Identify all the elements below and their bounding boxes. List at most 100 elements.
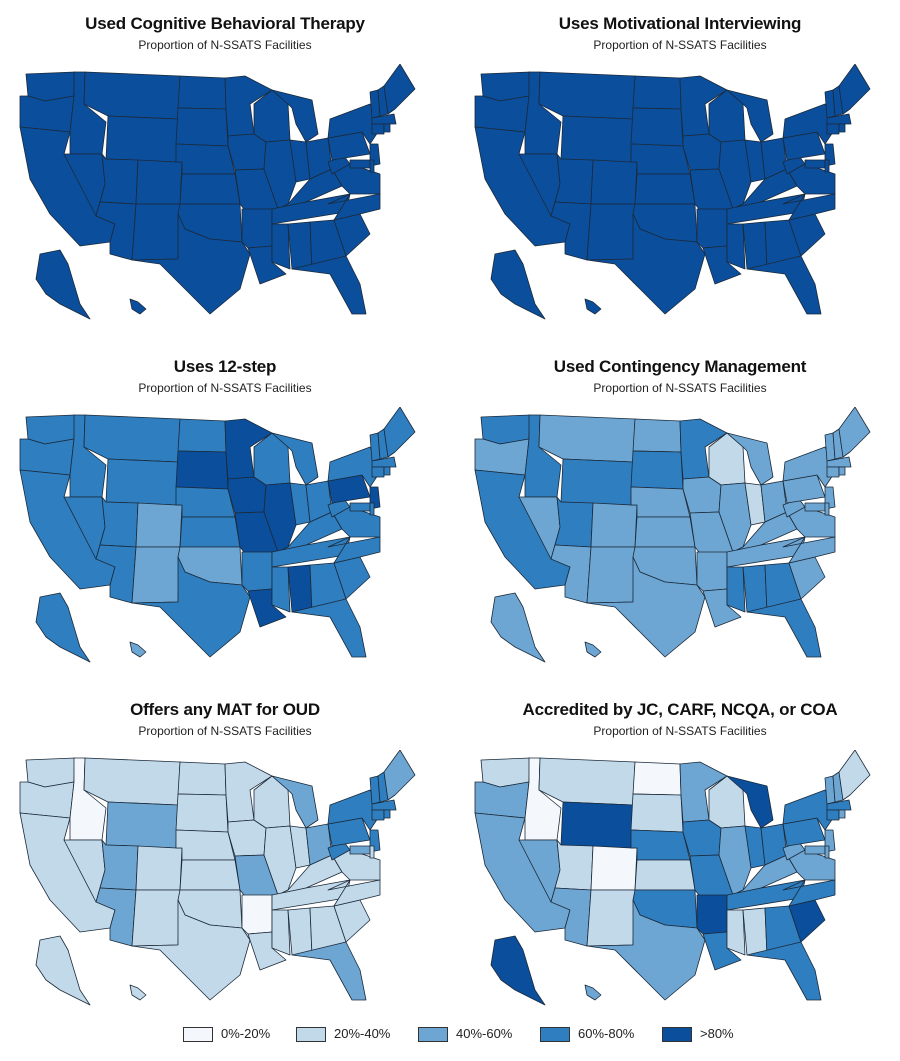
state-ks xyxy=(179,516,241,548)
state-hi xyxy=(129,641,147,658)
panel-title: Offers any MAT for OUD xyxy=(130,700,320,719)
state-ak xyxy=(490,935,546,1006)
us-choropleth-map xyxy=(474,64,871,320)
state-de xyxy=(369,159,375,173)
panel-title: Uses 12-step xyxy=(173,357,277,376)
state-de xyxy=(824,845,830,859)
state-or xyxy=(474,781,530,819)
state-co xyxy=(135,159,183,205)
panel-title: Used Contingency Management xyxy=(553,357,807,376)
state-tx xyxy=(586,213,706,315)
state-az xyxy=(95,201,137,261)
state-mi xyxy=(726,775,774,829)
state-ct xyxy=(371,466,385,478)
state-ri xyxy=(383,123,391,133)
state-ut xyxy=(554,153,594,205)
state-hi xyxy=(584,641,602,658)
state-wy xyxy=(560,801,634,849)
state-mt xyxy=(538,71,636,120)
state-nm xyxy=(586,889,636,947)
state-me xyxy=(838,407,871,458)
state-wa xyxy=(25,757,76,788)
state-nd xyxy=(632,75,682,110)
state-ks xyxy=(634,516,696,548)
state-wy xyxy=(560,458,634,506)
legend-swatch xyxy=(183,1027,213,1042)
state-ri xyxy=(838,809,846,819)
state-or xyxy=(19,781,75,819)
state-nm xyxy=(586,203,636,261)
state-md xyxy=(804,159,826,169)
panel-subtitle: Proportion of N-SSATS Facilities xyxy=(138,724,312,738)
state-ct xyxy=(371,809,385,821)
state-wa xyxy=(480,757,531,788)
panel-subtitle: Proportion of N-SSATS Facilities xyxy=(593,724,767,738)
state-or xyxy=(474,95,530,133)
state-ms xyxy=(271,566,291,613)
state-mi xyxy=(271,89,319,143)
state-al xyxy=(742,221,768,270)
state-sd xyxy=(630,450,684,490)
us-choropleth-map xyxy=(474,750,871,1006)
state-mi xyxy=(726,89,774,143)
state-mi xyxy=(271,432,319,486)
state-ut xyxy=(554,496,594,548)
state-nd xyxy=(177,418,227,453)
us-choropleth-map xyxy=(474,407,871,663)
state-az xyxy=(550,544,592,604)
state-hi xyxy=(584,984,602,1001)
state-ut xyxy=(99,496,139,548)
state-ne xyxy=(630,829,691,861)
state-me xyxy=(838,750,871,801)
state-ms xyxy=(726,909,746,956)
state-ct xyxy=(371,123,385,135)
state-sd xyxy=(175,107,229,147)
state-me xyxy=(383,407,416,458)
state-ks xyxy=(634,173,696,205)
state-ar xyxy=(696,894,728,935)
state-wa xyxy=(480,71,531,102)
state-sd xyxy=(175,450,229,490)
state-mn xyxy=(679,418,728,480)
state-nm xyxy=(586,546,636,604)
state-ct xyxy=(826,809,840,821)
state-wy xyxy=(560,115,634,163)
state-ms xyxy=(726,566,746,613)
state-nd xyxy=(177,75,227,110)
us-choropleth-map xyxy=(19,64,416,320)
state-mn xyxy=(679,75,728,137)
legend-swatch xyxy=(418,1027,448,1042)
state-ms xyxy=(271,223,291,270)
state-mn xyxy=(224,75,273,137)
state-mt xyxy=(83,71,181,120)
state-me xyxy=(383,750,416,801)
state-ar xyxy=(241,208,273,249)
legend-label: 20%-40% xyxy=(334,1026,391,1041)
state-ak xyxy=(490,592,546,663)
state-me xyxy=(383,64,416,115)
state-ia xyxy=(227,133,267,171)
state-or xyxy=(474,438,530,476)
state-ne xyxy=(175,829,236,861)
state-tx xyxy=(586,556,706,658)
state-co xyxy=(590,845,638,891)
state-mt xyxy=(83,414,181,463)
state-sd xyxy=(630,107,684,147)
state-me xyxy=(838,64,871,115)
state-wy xyxy=(105,115,179,163)
state-ks xyxy=(179,859,241,891)
state-al xyxy=(287,221,313,270)
state-az xyxy=(95,887,137,947)
state-ak xyxy=(35,592,91,663)
state-wa xyxy=(480,414,531,445)
state-hi xyxy=(584,298,602,315)
state-nd xyxy=(177,761,227,796)
map-panel-accredited: Accredited by JC, CARF, NCQA, or COA Pro… xyxy=(455,686,900,1029)
state-ia xyxy=(682,133,722,171)
state-md xyxy=(804,502,826,512)
state-ne xyxy=(175,486,236,518)
state-ks xyxy=(179,173,241,205)
state-de xyxy=(824,159,830,173)
legend-swatch xyxy=(662,1027,692,1042)
state-wy xyxy=(105,458,179,506)
